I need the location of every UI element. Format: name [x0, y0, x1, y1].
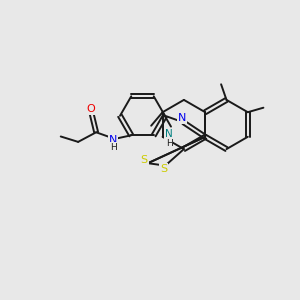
- Text: N: N: [178, 113, 186, 123]
- Text: S: S: [160, 164, 167, 174]
- Text: O: O: [87, 104, 95, 114]
- Text: S: S: [141, 155, 148, 165]
- Text: H: H: [166, 139, 172, 148]
- Text: H: H: [110, 143, 117, 152]
- Text: N: N: [165, 129, 173, 140]
- Text: N: N: [109, 135, 117, 145]
